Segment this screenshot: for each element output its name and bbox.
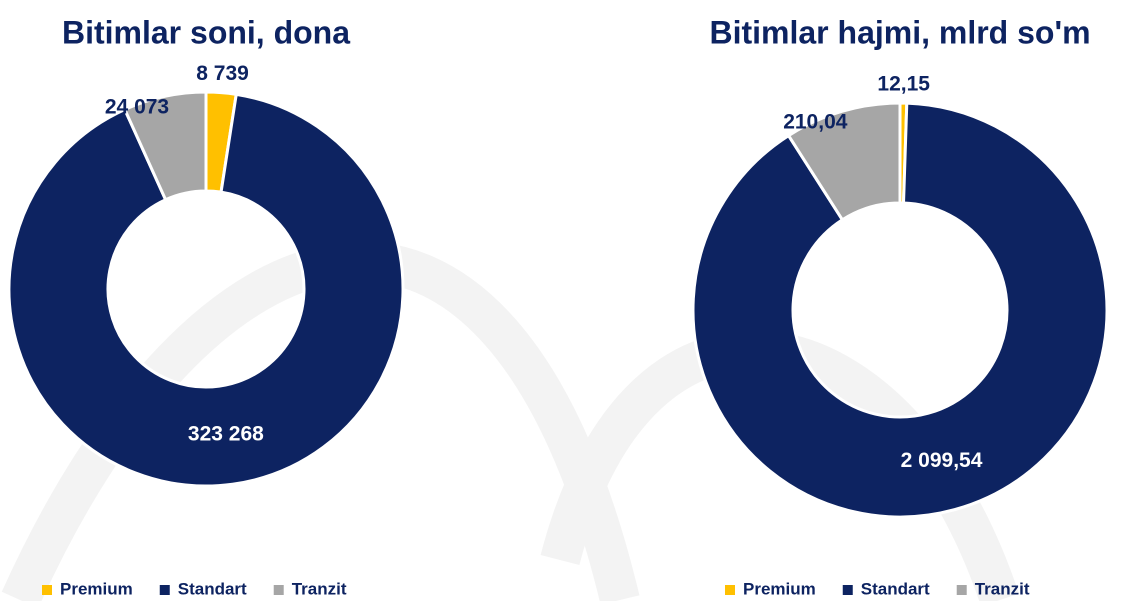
donut-segment [7, 92, 405, 488]
legend-swatch [956, 585, 967, 595]
legend-label: Premium [743, 579, 816, 598]
data-label: 8 739 [196, 62, 249, 85]
legend-swatch [42, 585, 52, 595]
chart-title: Bitimlar soni, dona [62, 14, 350, 50]
donut-segment [122, 90, 208, 202]
legend-swatch [273, 585, 284, 595]
donut-segment [786, 101, 902, 222]
legend-label: Premium [60, 579, 133, 598]
legend-label: Standart [861, 579, 930, 598]
data-label: 12,15 [877, 73, 930, 96]
legend-label: Standart [178, 579, 247, 598]
legend-swatch [159, 585, 170, 595]
legend-label: Tranzit [975, 579, 1030, 598]
data-label: 2 099,54 [901, 449, 983, 472]
legend-label: Tranzit [292, 579, 347, 598]
legend-swatch [842, 585, 853, 595]
data-label: 24 073 [105, 96, 169, 119]
chart-title: Bitimlar hajmi, mlrd so'm [709, 14, 1090, 50]
data-label: 323 268 [188, 423, 264, 446]
data-label: 210,04 [783, 110, 848, 133]
legend-swatch [725, 585, 735, 595]
donut-segment [691, 101, 1109, 519]
